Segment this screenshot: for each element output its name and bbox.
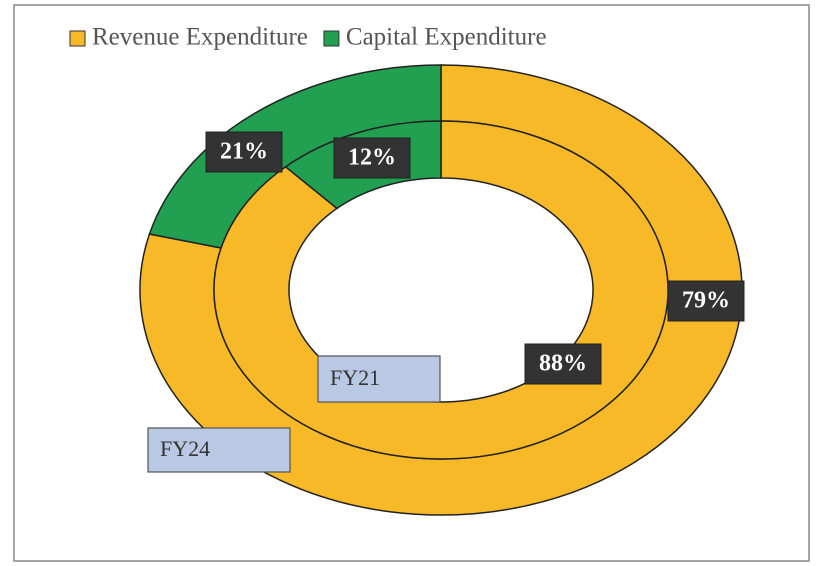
value-label: 12%	[348, 145, 396, 171]
legend-swatch	[323, 30, 340, 47]
value-label-box	[524, 343, 602, 385]
ring-label: FY24	[160, 436, 210, 461]
ring-label-box	[317, 355, 441, 403]
value-label: 88%	[539, 351, 587, 377]
legend-label: Revenue Expenditure	[92, 24, 308, 51]
value-label-box	[667, 280, 745, 322]
legend-label: Capital Expenditure	[346, 24, 547, 51]
value-label: 21%	[220, 139, 268, 165]
ring-label: FY21	[330, 365, 380, 390]
value-label-box	[205, 131, 283, 173]
ring-label-box	[147, 427, 291, 473]
value-label: 79%	[682, 288, 730, 314]
value-label-box	[333, 137, 411, 179]
legend-swatch	[69, 30, 86, 47]
